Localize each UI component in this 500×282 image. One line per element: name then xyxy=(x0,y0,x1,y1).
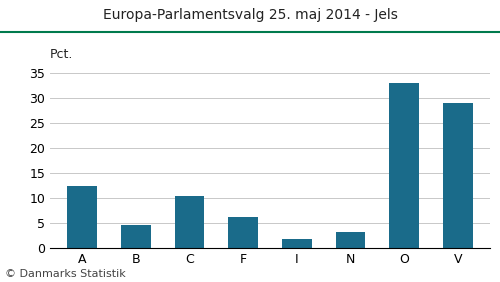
Bar xyxy=(68,186,97,248)
Bar xyxy=(390,83,419,248)
Bar xyxy=(228,217,258,248)
Bar xyxy=(121,225,150,248)
Text: Pct.: Pct. xyxy=(50,48,74,61)
Bar xyxy=(175,196,204,248)
Bar xyxy=(336,232,365,248)
Bar xyxy=(443,103,472,248)
Bar xyxy=(282,239,312,248)
Text: © Danmarks Statistik: © Danmarks Statistik xyxy=(5,269,126,279)
Text: Europa-Parlamentsvalg 25. maj 2014 - Jels: Europa-Parlamentsvalg 25. maj 2014 - Jel… xyxy=(102,8,398,23)
